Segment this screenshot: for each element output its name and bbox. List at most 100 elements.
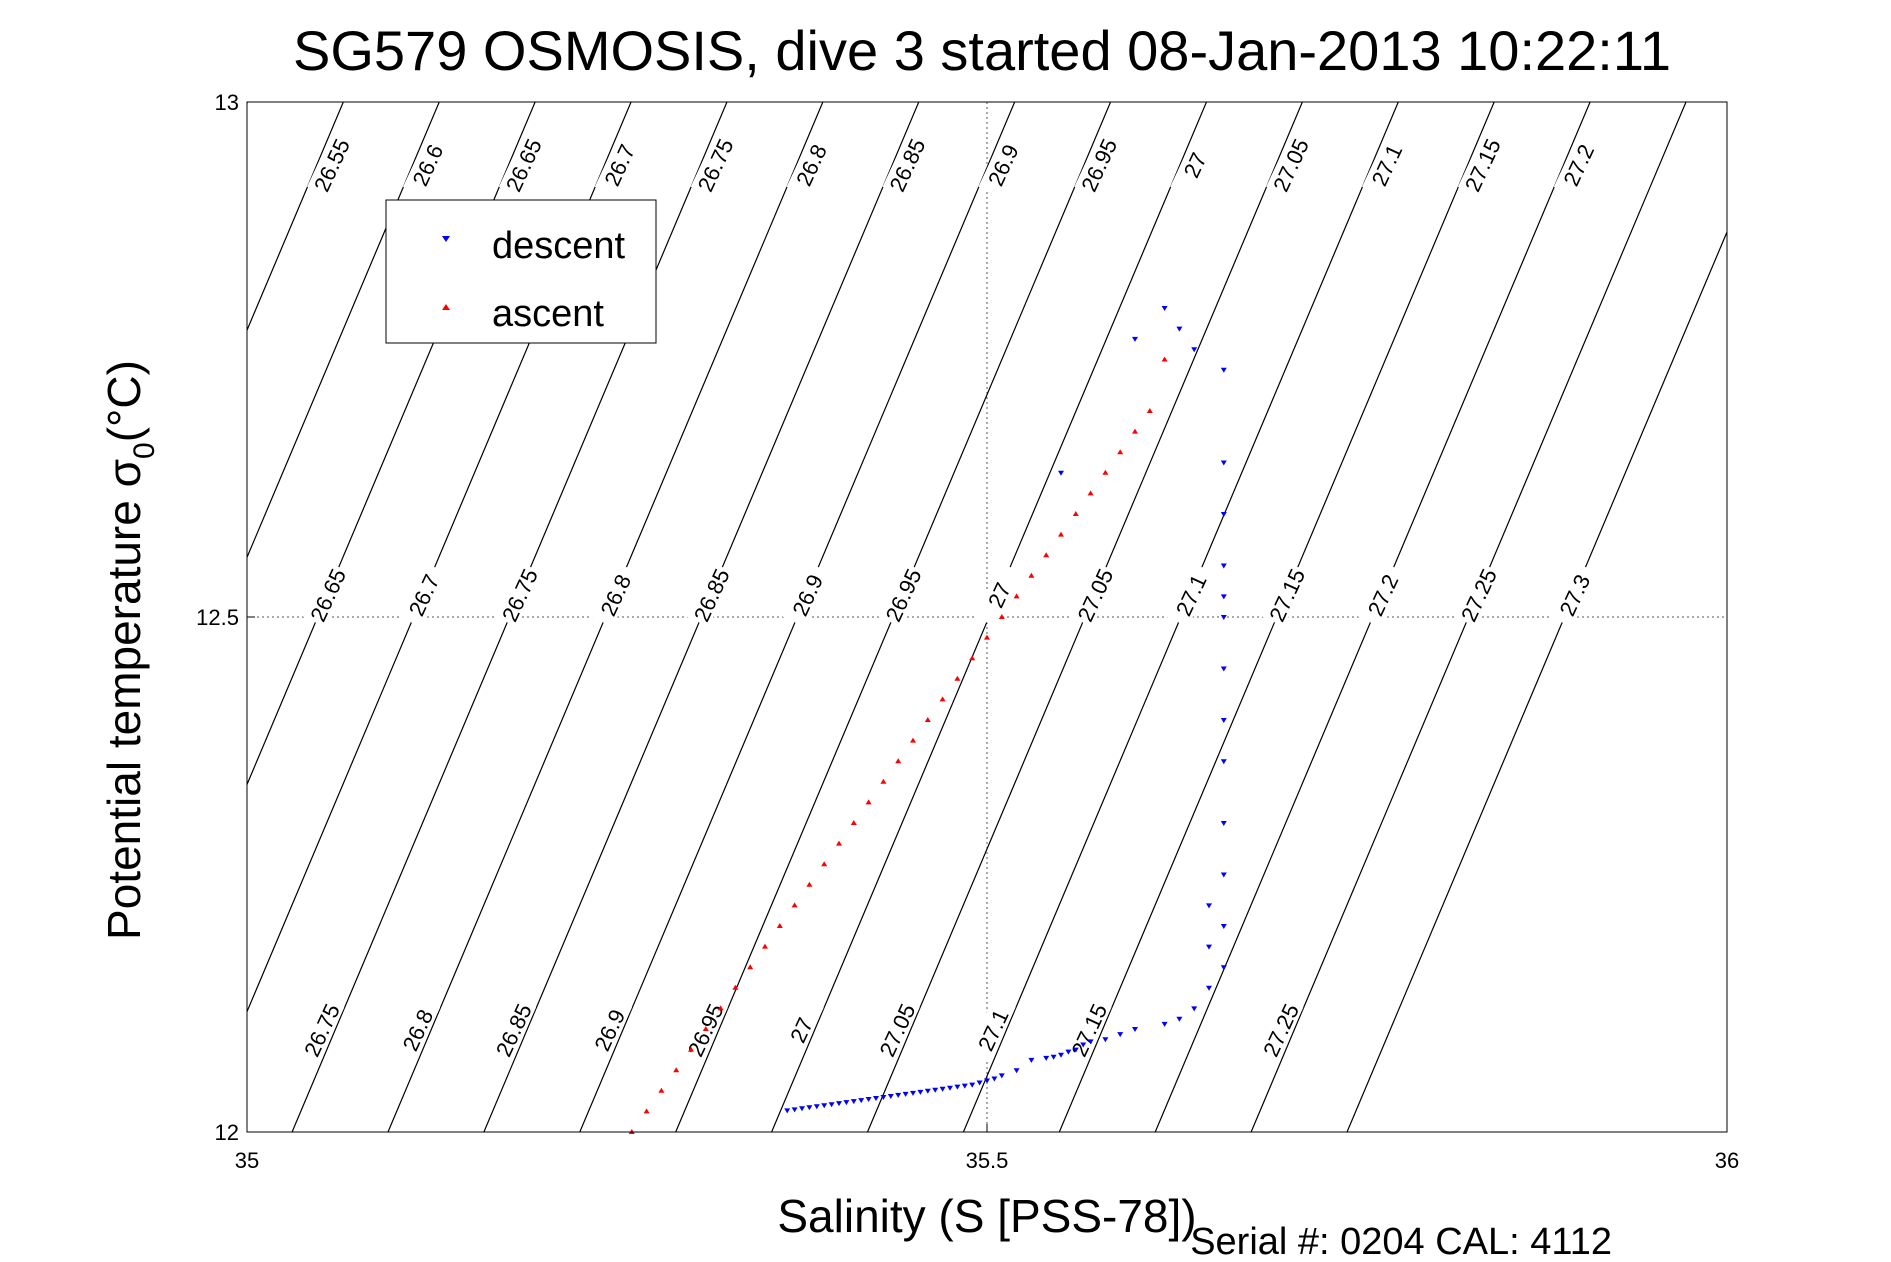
descent-point	[799, 1106, 805, 1112]
descent-point	[784, 1108, 791, 1114]
descent-point	[961, 1083, 968, 1089]
legend: descent ascent	[385, 199, 657, 344]
ascent-point	[865, 799, 872, 805]
descent-point	[887, 1093, 894, 1099]
legend-ascent-label: ascent	[492, 293, 604, 335]
isopycnal-label-bg	[690, 132, 738, 197]
isopycnal-label-bg	[1064, 997, 1112, 1062]
descent-point	[1220, 512, 1227, 517]
descent-point	[932, 1087, 939, 1093]
ascent-point	[924, 717, 931, 722]
descent-point	[1220, 759, 1227, 765]
isopycnal-label-bg	[786, 132, 834, 197]
legend-descent-marker	[442, 236, 450, 242]
descent-point	[836, 1101, 842, 1107]
legend-descent-label: descent	[492, 225, 626, 267]
descent-point	[1161, 1021, 1168, 1027]
ascent-point	[984, 634, 990, 640]
descent-point	[791, 1107, 798, 1113]
isopycnal-label-bg	[498, 132, 547, 197]
descent-point	[1028, 1057, 1035, 1063]
descent-point	[1220, 367, 1227, 373]
serial-cal-footer: Serial #: 0204 CAL: 4112	[1190, 1221, 1612, 1262]
isopycnal-label-bg	[1457, 132, 1506, 197]
descent-point	[865, 1097, 872, 1103]
ascent-point	[762, 943, 768, 949]
isopycnal-label-bg	[1454, 562, 1502, 627]
descent-point	[1220, 924, 1227, 929]
descent-point	[984, 1078, 990, 1084]
descent-point	[828, 1102, 835, 1108]
descent-point	[1043, 1055, 1050, 1061]
plot-area: 26.55 26.6 26.65 26.7 26.75 26.8 26.85 26.9 26.9…	[246, 101, 1728, 1134]
ascent-point	[688, 1046, 694, 1052]
descent-point	[902, 1091, 909, 1097]
ascent-point	[1072, 511, 1079, 516]
descent-point	[858, 1098, 865, 1104]
descent-point	[1220, 666, 1227, 672]
isopycnal-label-bg	[872, 997, 920, 1062]
isopycnal-label: 27	[1170, 132, 1218, 197]
descent-point	[998, 1073, 1005, 1079]
ascent-point	[954, 675, 961, 681]
descent-point	[1176, 326, 1183, 332]
descent-point	[1220, 615, 1227, 620]
ascent-point	[717, 1005, 724, 1011]
descent-point	[1176, 1016, 1183, 1022]
data-series	[628, 306, 1227, 1134]
ascent-point	[880, 778, 887, 784]
descent-point	[1161, 306, 1168, 311]
isopycnal-label-bg	[584, 997, 632, 1062]
isopycnal-label-bg	[1070, 562, 1118, 627]
isopycnal-label-bg	[303, 562, 351, 627]
ascent-point	[895, 758, 902, 764]
ascent-point	[806, 881, 813, 887]
ascent-point	[702, 1026, 709, 1031]
ascent-point	[821, 861, 828, 867]
ascent-point	[998, 614, 1005, 619]
ascent-point	[939, 696, 946, 702]
ascent-point	[969, 655, 976, 661]
descent-point	[1220, 718, 1227, 723]
descent-point	[1065, 1049, 1072, 1055]
isopycnal-label-bg	[495, 562, 543, 627]
descent-point	[843, 1100, 850, 1106]
ascent-point	[850, 820, 857, 825]
ascent-point	[1146, 408, 1153, 413]
descent-point	[954, 1084, 961, 1090]
descent-point	[1117, 1032, 1124, 1038]
descent-point	[1220, 460, 1227, 466]
descent-point	[976, 1080, 983, 1086]
y-tick-label: 13	[215, 90, 239, 115]
ascent-point	[910, 737, 916, 743]
y-axis-label-sub: 0	[128, 442, 161, 459]
ascent-point	[776, 923, 783, 928]
isopycnal-label-bg	[1170, 132, 1218, 197]
descent-point	[1206, 985, 1212, 991]
y-axis-label-main: Potential temperature σ	[98, 459, 150, 940]
descent-point	[1206, 944, 1212, 950]
descent-point	[1102, 1037, 1109, 1043]
descent-point	[806, 1105, 813, 1111]
ascent-point	[1013, 593, 1020, 599]
isopycnal-label-bg	[878, 562, 926, 627]
ascent-point	[1132, 428, 1138, 434]
isopycnal-line	[247, 102, 440, 559]
descent-point	[1058, 1052, 1064, 1058]
descent-point	[1072, 1047, 1079, 1053]
descent-point	[813, 1104, 820, 1110]
descent-point	[991, 1076, 998, 1082]
descent-point	[947, 1085, 953, 1091]
descent-point	[1191, 1006, 1198, 1012]
descent-point	[1132, 1027, 1138, 1032]
ascent-point	[658, 1087, 665, 1093]
descent-point	[939, 1086, 946, 1092]
descent-point	[1087, 1039, 1094, 1045]
descent-point	[1050, 1054, 1057, 1060]
chart-title: SG579 OSMOSIS, dive 3 started 08-Jan-201…	[293, 19, 1671, 82]
descent-point	[1191, 347, 1198, 353]
isopycnal-label-bg	[974, 562, 1022, 627]
isopycnal-label-bg	[1262, 562, 1310, 627]
isopycnal-label-bg	[1362, 132, 1410, 197]
